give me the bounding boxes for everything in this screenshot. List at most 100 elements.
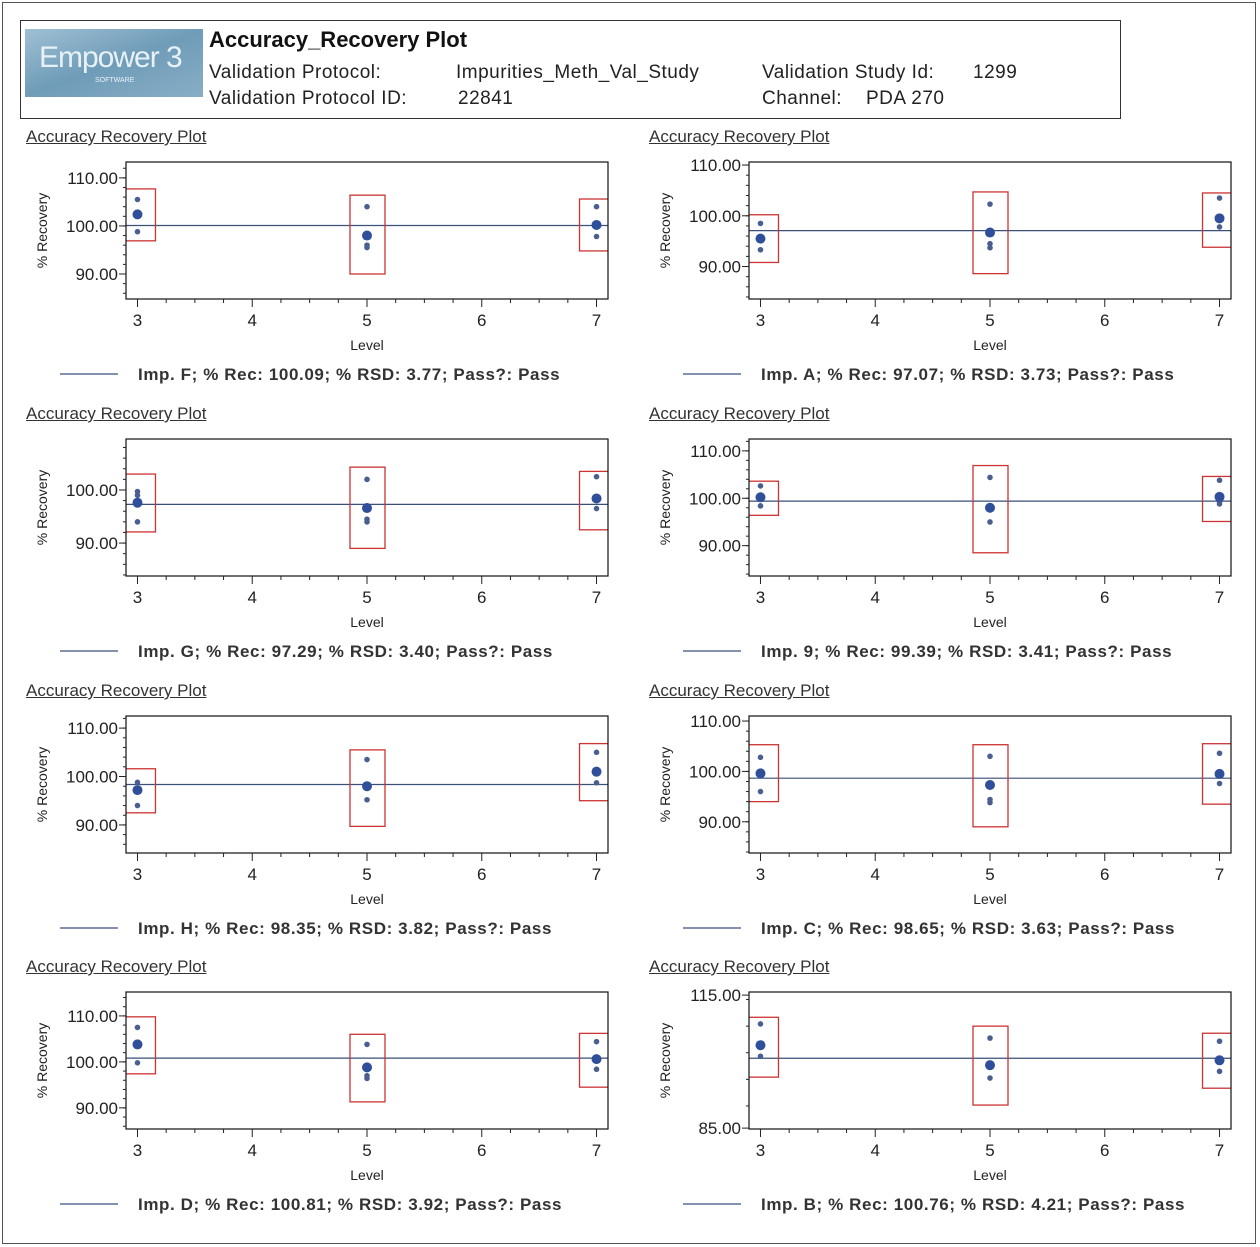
x-tick-label: 3 (133, 865, 142, 884)
logo-sub: SOFTWARE (95, 77, 135, 84)
x-tick-label: 5 (362, 588, 371, 607)
data-point (1216, 750, 1223, 757)
data-point (593, 780, 600, 786)
data-point (593, 505, 600, 512)
range-box (578, 470, 608, 531)
x-axis-label: Level (973, 891, 1006, 907)
x-tick-label: 4 (248, 588, 257, 607)
range-box (749, 1016, 780, 1078)
protocol-id-value: 22841 (458, 88, 514, 109)
mean-point (132, 785, 143, 796)
mean-point (985, 227, 995, 238)
data-point (134, 779, 141, 786)
x-tick-label: 3 (756, 588, 765, 607)
range-box (126, 188, 157, 242)
data-point (757, 1053, 764, 1060)
data-point (987, 1035, 993, 1041)
legend-label: Imp. H; % Rec: 98.35; % RSD: 3.82; Pass?… (138, 919, 552, 938)
legend-label: Imp. C; % Rec: 98.65; % RSD: 3.63; Pass?… (761, 919, 1175, 938)
x-tick-label: 6 (1100, 588, 1109, 607)
data-point (757, 503, 764, 509)
protocol-id-label: Validation Protocol ID: (209, 88, 408, 109)
y-axis-label: % Recovery (34, 193, 50, 268)
data-point (593, 473, 600, 480)
logo-text: Empower 3 (39, 41, 183, 74)
study-id-label: Validation Study Id: (762, 62, 935, 83)
y-tick-label: 115.00 (690, 986, 741, 1005)
plot-frame (125, 161, 609, 300)
data-point (1216, 477, 1223, 484)
mean-point (1214, 1055, 1225, 1066)
y-axis-label: % Recovery (34, 747, 50, 822)
mean-point (1214, 491, 1225, 502)
mean-point (985, 502, 995, 513)
x-tick-label: 4 (871, 865, 880, 884)
range-box (1201, 1032, 1231, 1089)
x-tick-label: 4 (248, 1141, 257, 1160)
plot-frame (125, 991, 609, 1130)
data-point (593, 749, 600, 756)
data-point (1216, 224, 1223, 230)
mean-point (1214, 768, 1225, 779)
chart-svg: 90.00 100.00 110.00 3 4 5 6 7 Level % Recovery Imp… (34, 161, 609, 384)
chart-title: Accuracy Recovery Plot (26, 404, 207, 423)
data-point (134, 519, 141, 525)
range-box (972, 744, 1009, 828)
chart-svg: 90.00 100.00 110.00 3 4 5 6 7 Level % Recovery Imp… (657, 438, 1232, 661)
data-point (987, 244, 993, 251)
y-tick-label: 110.00 (67, 1007, 118, 1026)
x-tick-label: 7 (1215, 1141, 1224, 1160)
mean-point (591, 219, 602, 230)
legend-label: Imp. 9; % Rec: 99.39; % RSD: 3.41; Pass?… (761, 642, 1172, 661)
mean-point (132, 1039, 143, 1050)
x-tick-label: 6 (477, 311, 486, 330)
chart-svg: 90.00 100.00 110.00 3 4 5 6 7 Level % Recovery Imp… (657, 156, 1232, 384)
x-tick-label: 3 (133, 588, 142, 607)
legend-label: Imp. A; % Rec: 97.07; % RSD: 3.73; Pass?… (761, 365, 1174, 384)
x-tick-label: 7 (592, 1141, 601, 1160)
y-tick-label: 100.00 (66, 481, 118, 500)
data-point (1216, 195, 1223, 201)
x-tick-label: 6 (1100, 311, 1109, 330)
x-tick-label: 5 (362, 1141, 371, 1160)
y-tick-label: 90.00 (698, 537, 741, 556)
y-axis-label: % Recovery (34, 470, 50, 545)
range-box (349, 749, 386, 828)
chart-title: Accuracy Recovery Plot (26, 957, 207, 976)
range-box (749, 480, 780, 516)
y-tick-label: 90.00 (75, 265, 118, 284)
data-point (1216, 1038, 1223, 1045)
data-point (987, 240, 993, 247)
data-point (134, 1024, 141, 1031)
x-tick-label: 6 (1100, 865, 1109, 884)
x-tick-label: 4 (248, 311, 257, 330)
x-axis-label: Level (350, 614, 383, 630)
chart-svg: 85.00 115.00 3 4 5 6 7 Level % Recovery Imp. B; %… (657, 986, 1232, 1214)
mean-point (362, 1062, 372, 1073)
y-tick-label: 100.00 (689, 489, 741, 508)
x-tick-label: 6 (477, 588, 486, 607)
data-point (1216, 780, 1223, 787)
data-point (757, 483, 764, 489)
accuracy-recovery-chart: Accuracy Recovery Plot 90.00 100.00 110.00 3… (643, 127, 1258, 397)
x-tick-label: 4 (871, 311, 880, 330)
x-axis-label: Level (350, 1167, 383, 1183)
data-point (593, 203, 600, 210)
x-tick-label: 7 (592, 588, 601, 607)
range-box (349, 1033, 386, 1103)
x-tick-label: 5 (985, 311, 994, 330)
data-point (593, 1038, 600, 1045)
data-point (593, 233, 600, 240)
chart-svg: 90.00 100.00 110.00 3 4 5 6 7 Level % Recovery Imp… (34, 715, 609, 938)
range-box (578, 742, 608, 802)
data-point (134, 1059, 141, 1066)
chart-title: Accuracy Recovery Plot (649, 957, 830, 976)
x-tick-label: 5 (362, 865, 371, 884)
plot-area (749, 743, 1231, 828)
y-tick-label: 90.00 (698, 258, 741, 277)
data-point (987, 799, 993, 806)
x-axis-label: Level (350, 337, 383, 353)
y-tick-label: 110.00 (67, 719, 118, 738)
chart-svg: 90.00 100.00 110.00 3 4 5 6 7 Level % Recovery Imp… (657, 712, 1232, 938)
